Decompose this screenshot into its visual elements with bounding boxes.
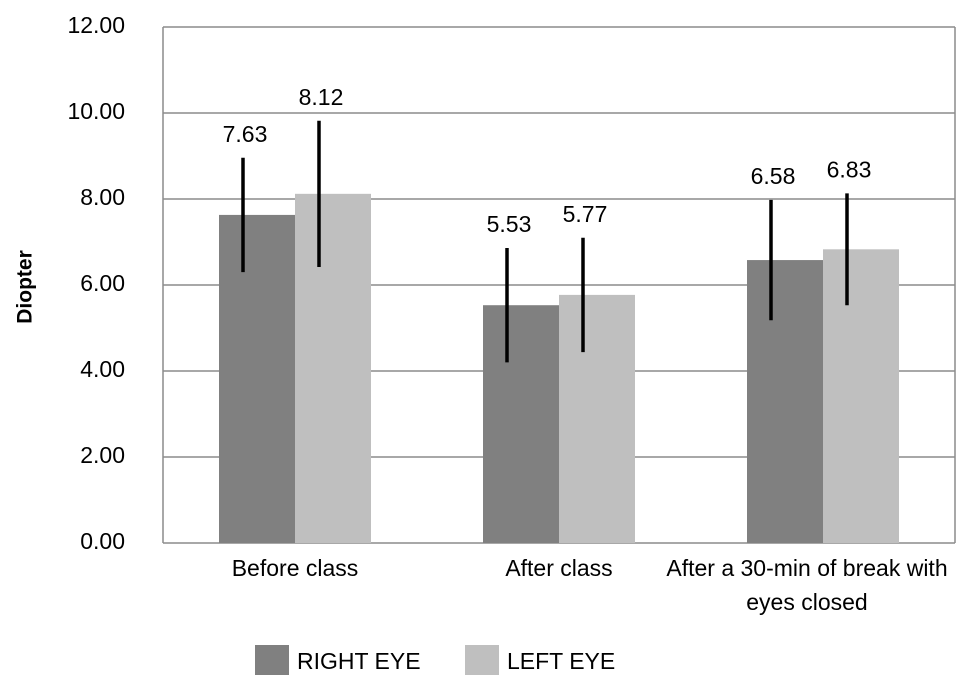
bar	[559, 294, 635, 543]
bar	[747, 260, 823, 543]
x-tick-label: After a 30-min of break with eyes closed	[666, 555, 948, 615]
data-label: 6.83	[827, 156, 872, 182]
y-tick-label: 4.00	[80, 356, 125, 382]
y-tick-label: 8.00	[80, 184, 125, 210]
y-tick-label: 0.00	[80, 528, 125, 554]
y-tick-label: 2.00	[80, 442, 125, 468]
legend-swatch	[465, 645, 499, 675]
legend-label: LEFT EYE	[507, 648, 615, 674]
data-label: 5.53	[487, 211, 532, 237]
data-label: 5.77	[563, 201, 608, 227]
y-tick-label: 12.00	[67, 12, 125, 38]
bar	[219, 214, 295, 543]
y-axis-title: Diopter	[14, 250, 37, 324]
bar	[295, 193, 371, 543]
data-label: 7.63	[223, 121, 268, 147]
data-label: 8.12	[299, 84, 344, 110]
legend-swatch	[255, 645, 289, 675]
data-label: 6.58	[751, 163, 796, 189]
bar	[483, 305, 559, 543]
y-tick-label: 10.00	[67, 98, 125, 124]
y-tick-label: 6.00	[80, 270, 125, 296]
x-tick-label: After class	[505, 555, 613, 581]
bar	[823, 249, 899, 543]
x-tick-label: Before class	[231, 555, 359, 581]
legend-label: RIGHT EYE	[297, 648, 421, 674]
